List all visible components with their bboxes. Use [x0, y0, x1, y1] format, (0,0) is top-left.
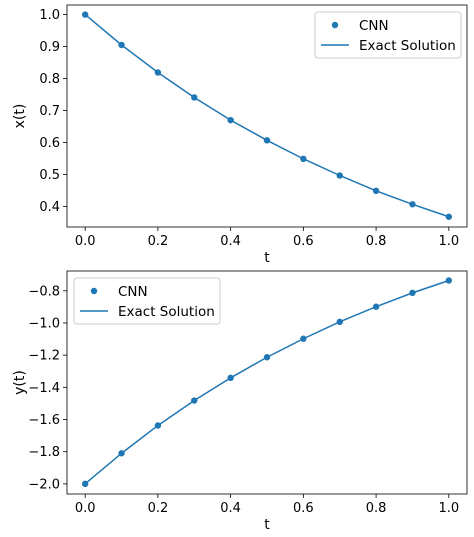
y-tick-label: −1.4: [28, 381, 60, 396]
x-tick-label: 0.2: [148, 234, 169, 249]
x-tick-label: 0.8: [366, 234, 387, 249]
x-tick-label: 0.0: [75, 501, 96, 516]
y-tick-label: 0.5: [39, 168, 60, 183]
legend-label-exact-solution: Exact Solution: [359, 38, 456, 54]
legend-box: [314, 11, 462, 59]
x-axis-label: t: [264, 517, 270, 533]
legend-label-exact-solution: Exact Solution: [118, 304, 215, 320]
x-tick-label: 0.0: [75, 234, 96, 249]
plot-frame: [66, 4, 468, 228]
y-tick-label: −1.0: [28, 316, 60, 331]
series-line-exact-solution: [84, 279, 450, 485]
y-tick-label: −0.8: [28, 284, 60, 299]
legend-marker-cnn: [90, 287, 98, 295]
legend-box: [73, 277, 221, 325]
x-tick-label: 0.4: [220, 501, 241, 516]
series-line-exact-solution: [84, 14, 450, 218]
chart-panel-0: 0.0 0.2 0.4 0.6 0.8 1.0 0.4 0.5 0.6 0.7 0.8 0.9 1.0 t…: [12, 4, 468, 266]
x-tick-label: 0.8: [366, 501, 387, 516]
y-tick-label: 0.7: [39, 104, 60, 119]
x-tick-label: 0.2: [148, 501, 169, 516]
y-tick-label: −2.0: [28, 477, 60, 492]
chart-panel-1: 0.0 0.2 0.4 0.6 0.8 1.0 −2.0 −1.8 −1.6 −1.4 −1.2 −1…: [12, 270, 468, 533]
y-tick-label: −1.2: [28, 349, 60, 364]
legend-label-cnn: CNN: [118, 284, 148, 300]
x-tick-label: 0.4: [220, 234, 241, 249]
y-tick-label: 0.9: [39, 40, 60, 55]
y-axis-label: x(t): [12, 104, 28, 129]
y-tick-label: −1.6: [28, 413, 60, 428]
x-tick-label: 1.0: [438, 501, 459, 516]
y-tick-label: 0.8: [39, 72, 60, 87]
x-tick-label: 1.0: [438, 234, 459, 249]
y-axis-label: y(t): [12, 370, 28, 395]
y-tick-label: 1.0: [39, 8, 60, 23]
plot-frame: [66, 270, 468, 495]
x-tick-label: 0.6: [293, 501, 314, 516]
x-tick-label: 0.6: [293, 234, 314, 249]
y-tick-label: 0.4: [39, 200, 60, 215]
y-tick-label: −1.8: [28, 445, 60, 460]
legend-label-cnn: CNN: [359, 18, 389, 34]
x-axis-label: t: [264, 250, 270, 266]
legend-marker-cnn: [331, 21, 339, 29]
y-tick-label: 0.6: [39, 136, 60, 151]
